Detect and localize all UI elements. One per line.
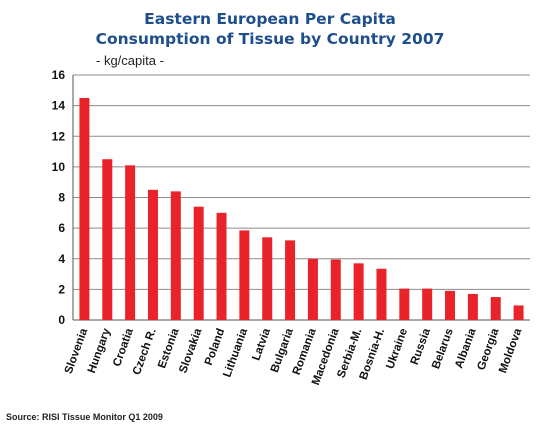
- chart-subtitle: Consumption of Tissue by Country 2007: [95, 30, 445, 48]
- bar: [445, 290, 456, 320]
- x-tick-label: Russia: [409, 326, 433, 366]
- y-tick-label: 12: [52, 129, 66, 143]
- bar: [79, 97, 90, 320]
- bar: [307, 258, 318, 320]
- bar: [125, 165, 136, 320]
- bar: [467, 293, 478, 320]
- bar: [285, 240, 296, 320]
- y-tick-label: 8: [58, 191, 65, 205]
- x-tick-label: Croatia: [111, 326, 136, 368]
- y-tick-label: 6: [58, 221, 65, 235]
- bar: [422, 288, 433, 320]
- bar: [193, 206, 204, 320]
- x-tick-label: Georgia: [475, 326, 501, 372]
- x-tick-label: Estonia: [156, 326, 182, 370]
- x-tick-label: Albania: [453, 326, 479, 370]
- y-tick-label: 14: [52, 99, 66, 113]
- bar: [216, 212, 227, 320]
- y-tick-label: 16: [52, 68, 66, 82]
- x-tick-label: Moldova: [497, 326, 524, 374]
- bar: [170, 191, 181, 320]
- y-tick-label: 2: [58, 282, 65, 296]
- bar: [262, 237, 273, 320]
- x-tick-label: Hungary: [86, 326, 113, 375]
- x-tick-label: Belarus: [430, 327, 456, 371]
- x-tick-label: Poland: [203, 327, 227, 367]
- source-note: Source: RISI Tissue Monitor Q1 2009: [6, 412, 163, 422]
- y-tick-label: 4: [58, 252, 65, 266]
- bar: [513, 305, 524, 320]
- bar: [353, 263, 364, 320]
- y-axis-unit-label: - kg/capita -: [96, 53, 164, 68]
- chart-title: Eastern European Per Capita: [144, 10, 396, 28]
- x-tick-label: Czech R.: [131, 327, 159, 377]
- bar: [147, 189, 158, 320]
- bar: [239, 230, 250, 320]
- bar: [376, 268, 387, 320]
- y-tick-label: 0: [58, 313, 65, 327]
- bar: [102, 159, 113, 320]
- bar: [399, 288, 410, 320]
- x-tick-label: Ukraine: [384, 327, 410, 371]
- bar: [330, 259, 341, 320]
- x-tick-label: Slovakia: [177, 326, 204, 375]
- x-tick-label: Latvia: [250, 326, 273, 362]
- y-tick-label: 10: [52, 160, 66, 174]
- bar: [490, 297, 501, 320]
